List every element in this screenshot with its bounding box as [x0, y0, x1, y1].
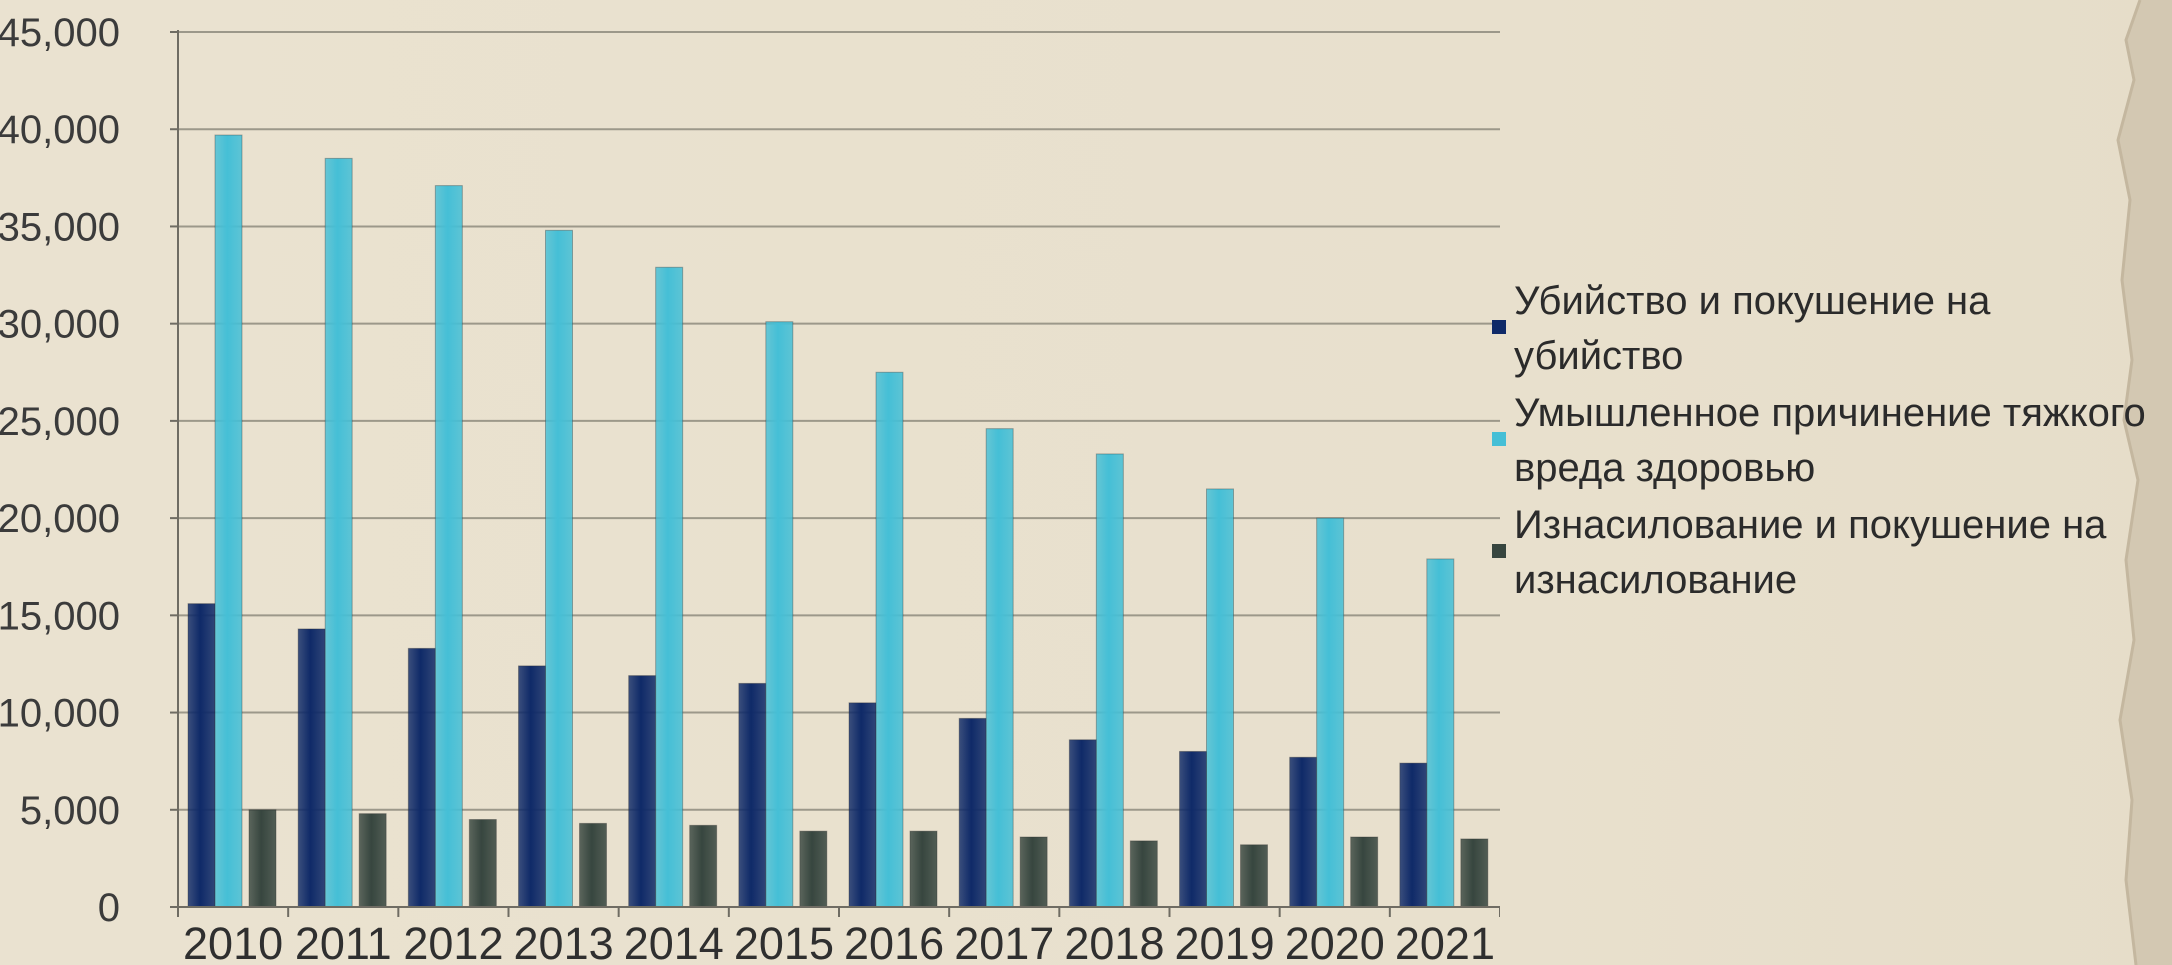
- grid-lines: [170, 31, 1500, 908]
- legend-item-series-1: Убийство и покушение на убийство: [1492, 274, 2172, 384]
- y-tick-label: 20,000: [0, 497, 120, 541]
- bar-2015-series-3: [799, 830, 828, 908]
- bar-2017-series-1: [958, 717, 987, 908]
- x-tick-label: 2019: [1175, 918, 1275, 965]
- bar-2018-series-1: [1068, 739, 1097, 908]
- bar-2010-series-3: [248, 809, 277, 908]
- legend-swatch-series-1: [1492, 320, 1506, 334]
- bar-2019-series-2: [1206, 488, 1234, 908]
- y-tick-label: 0: [98, 886, 120, 930]
- bar-2020-series-2: [1316, 517, 1345, 908]
- y-tick-label: 40,000: [0, 108, 120, 152]
- bar-2020-series-3: [1350, 836, 1379, 908]
- bar-2014-series-1: [628, 675, 657, 908]
- x-tick-label: 2016: [844, 918, 944, 965]
- bar-2017-series-3: [1019, 836, 1048, 908]
- y-tick-label: 15,000: [0, 594, 120, 638]
- bar-2012-series-3: [468, 819, 497, 908]
- legend-label-series-2: Умышленное причинение тяжкого вреда здор…: [1514, 391, 2146, 490]
- bar-2013-series-1: [518, 665, 546, 908]
- chart-legend: Убийство и покушение на убийство Умышлен…: [1492, 274, 2172, 610]
- x-tick-label: 2010: [183, 918, 283, 965]
- x-tick-label: 2012: [403, 918, 503, 965]
- bar-2012-series-1: [407, 647, 436, 908]
- bar-2011-series-1: [297, 628, 326, 908]
- y-tick-label: 25,000: [0, 400, 120, 444]
- y-tick-label: 35,000: [0, 205, 120, 249]
- torn-paper-edge: [2116, 0, 2172, 965]
- bars: [187, 134, 1489, 908]
- bar-2018-series-2: [1095, 453, 1124, 908]
- y-tick-label: 30,000: [0, 303, 120, 347]
- bar-2014-series-3: [689, 824, 718, 908]
- y-axis-tick-labels: 0 5,000 10,000 15,000 20,000 25,000 30,000 35,0…: [0, 11, 120, 930]
- legend-label-series-1: Убийство и покушение на убийство: [1514, 279, 1991, 378]
- y-tick-label: 45,000: [0, 11, 120, 55]
- bar-2013-series-3: [579, 822, 607, 908]
- legend-swatch-series-2: [1492, 432, 1506, 446]
- axes: [177, 30, 1500, 917]
- legend-item-series-2: Умышленное причинение тяжкого вреда здор…: [1492, 386, 2172, 496]
- y-tick-label: 10,000: [0, 692, 120, 736]
- legend-label-series-3: Изнасилование и покушение на изнасилован…: [1514, 503, 2107, 602]
- bar-2016-series-1: [848, 702, 877, 908]
- x-tick-label: 2018: [1064, 918, 1164, 965]
- x-tick-label: 2020: [1285, 918, 1385, 965]
- bar-2015-series-1: [738, 682, 767, 908]
- x-tick-label: 2015: [734, 918, 834, 965]
- bar-2010-series-1: [187, 603, 216, 908]
- bar-2016-series-2: [875, 371, 904, 908]
- bar-2016-series-3: [909, 830, 938, 908]
- x-tick-label: 2011: [295, 918, 392, 965]
- x-tick-label: 2021: [1395, 918, 1495, 965]
- bar-2021-series-1: [1399, 762, 1428, 908]
- x-tick-label: 2017: [954, 918, 1054, 965]
- bar-2013-series-2: [545, 229, 573, 908]
- bar-2015-series-2: [765, 321, 794, 908]
- x-axis-tick-labels: 2010 2011 2012 2013 2014 2015 2016 2017 2018 2019…: [183, 918, 1495, 965]
- x-tick-label: 2014: [624, 918, 724, 965]
- bar-2017-series-2: [985, 428, 1014, 908]
- legend-swatch-series-3: [1492, 544, 1506, 558]
- bar-2012-series-2: [434, 185, 463, 908]
- bar-2019-series-1: [1179, 750, 1207, 908]
- y-tick-label: 5,000: [20, 789, 120, 833]
- bar-2021-series-3: [1460, 838, 1489, 908]
- legend-item-series-3: Изнасилование и покушение на изнасилован…: [1492, 498, 2172, 608]
- bar-2011-series-3: [358, 813, 387, 908]
- bar-2010-series-2: [214, 134, 243, 908]
- bar-chart: 0 5,000 10,000 15,000 20,000 25,000 30,000 35,0…: [0, 11, 1500, 965]
- x-tick-label: 2013: [514, 918, 614, 965]
- bar-2018-series-3: [1129, 840, 1158, 908]
- bar-2021-series-2: [1426, 558, 1455, 908]
- bar-2011-series-2: [324, 157, 353, 908]
- bar-2014-series-2: [655, 266, 684, 908]
- bar-2019-series-3: [1240, 844, 1268, 908]
- bar-2020-series-1: [1289, 756, 1318, 908]
